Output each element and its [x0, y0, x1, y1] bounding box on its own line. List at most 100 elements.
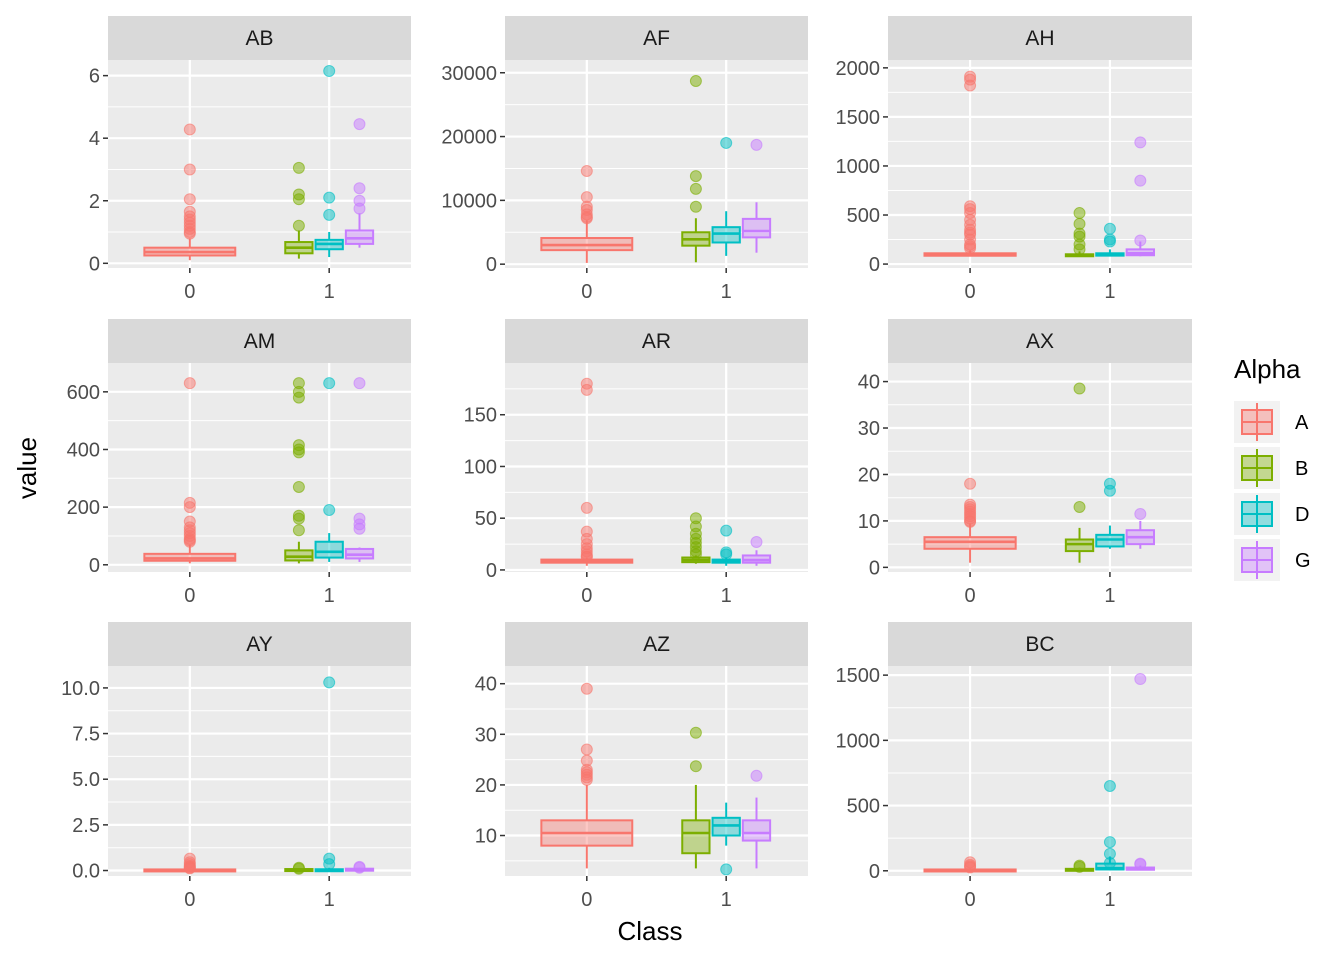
y-tick-label: 0 [869, 861, 880, 883]
x-tick-label: 0 [184, 585, 195, 607]
box-d-class-1 [1095, 780, 1125, 871]
y-tick-label: 600 [67, 382, 100, 404]
facet-strip-label: AF [643, 27, 670, 50]
outlier-point [183, 227, 196, 240]
y-tick-label: 30 [858, 418, 880, 440]
y-tick-label: 0 [869, 557, 880, 579]
outlier-point [323, 858, 336, 871]
outlier-point [323, 208, 336, 221]
outlier-point [292, 512, 305, 525]
box-d-class-1 [711, 136, 741, 256]
legend-key-d: D [1234, 493, 1309, 535]
outlier-point [353, 202, 366, 215]
outlier-point [353, 522, 366, 535]
x-tick-label: 1 [1104, 889, 1115, 911]
box-a-class-0 [923, 477, 1017, 563]
facet-strip-label: AH [1025, 27, 1054, 50]
legend-label: A [1295, 412, 1309, 434]
box-d-class-1 [314, 64, 344, 258]
x-tick-label: 0 [965, 889, 976, 911]
outlier-point [580, 212, 593, 225]
box-d-class-1 [711, 802, 741, 876]
y-tick-label: 500 [847, 796, 880, 818]
y-tick-label: 20 [475, 775, 497, 797]
y-tick-label: 6 [89, 66, 100, 88]
box-g-class-1 [741, 769, 772, 869]
box-d-class-1 [1095, 222, 1125, 257]
y-tick-label: 0 [89, 555, 100, 577]
outlier-point [1134, 174, 1147, 187]
y-tick-label: 200 [67, 497, 100, 519]
facet-panel-ax: AX 0 10 20 30 40 0 1 [858, 319, 1192, 607]
y-tick-label: 30 [475, 724, 497, 746]
y-tick-label: 0 [486, 254, 497, 276]
y-tick-label: 0.0 [72, 861, 100, 883]
outlier-point [689, 726, 702, 739]
box-b-class-1 [1064, 382, 1095, 563]
y-tick-label: 20 [858, 464, 880, 486]
outlier-point [292, 391, 305, 404]
outlier-point [689, 200, 702, 213]
box-b-class-1 [284, 161, 314, 259]
box-a-class-0 [540, 377, 634, 566]
outlier-point [353, 377, 366, 390]
y-tick-label: 40 [858, 372, 880, 394]
outlier-point [964, 477, 977, 490]
y-tick-label: 1000 [836, 156, 881, 178]
legend-key-g: G [1234, 539, 1311, 581]
x-tick-label: 0 [965, 281, 976, 303]
box-d-class-1 [314, 377, 344, 562]
outlier-point [964, 79, 977, 92]
y-tick-label: 40 [475, 674, 497, 696]
facet-panel-ah: AH 0 500 1000 1500 2000 0 1 [836, 16, 1192, 303]
legend: Alpha A B D G [1234, 354, 1311, 581]
facet-strip-label: AR [642, 330, 671, 353]
facet-strip-label: AB [245, 27, 273, 50]
outlier-point [183, 123, 196, 136]
outlier-point [183, 193, 196, 206]
outlier-point [323, 377, 336, 390]
outlier-point [750, 769, 763, 782]
box-b-class-1 [681, 512, 711, 564]
outlier-point [292, 446, 305, 459]
facet-strip [108, 319, 411, 363]
outlier-point [964, 242, 977, 255]
outlier-point [580, 773, 593, 786]
y-tick-label: 1000 [836, 730, 881, 752]
legend-label: G [1295, 550, 1311, 572]
outlier-point [323, 504, 336, 517]
outlier-point [580, 682, 593, 695]
facet-strip [505, 319, 808, 363]
panel-background [888, 666, 1192, 876]
outlier-point [183, 501, 196, 514]
panel-background [505, 60, 808, 268]
legend-label: D [1295, 504, 1309, 526]
outlier-point [292, 161, 305, 174]
box-d-class-1 [711, 524, 741, 566]
box-g-class-1 [1125, 673, 1156, 871]
x-tick-label: 0 [184, 281, 195, 303]
facet-strip [888, 622, 1192, 666]
x-tick-label: 1 [324, 281, 335, 303]
facet-panel-af: AF 0 10000 20000 30000 0 1 [441, 16, 808, 303]
box-b-class-1 [1064, 859, 1095, 873]
box-g-class-1 [344, 118, 375, 248]
y-tick-label: 10 [858, 511, 880, 533]
box-d-class-1 [1095, 477, 1125, 549]
box-g-class-1 [1125, 507, 1156, 549]
y-tick-label: 0 [869, 254, 880, 276]
outlier-point [1073, 207, 1086, 220]
facet-strip-label: AM [244, 330, 276, 353]
facet-strip [108, 622, 411, 666]
outlier-point [183, 535, 196, 548]
y-tick-label: 20000 [441, 127, 497, 149]
y-tick-label: 150 [464, 405, 497, 427]
box-a-class-0 [923, 70, 1017, 257]
box-a-class-0 [143, 377, 237, 564]
outlier-point [580, 501, 593, 514]
facet-strip [505, 16, 808, 60]
outlier-point [183, 862, 196, 875]
outlier-point [1073, 860, 1086, 873]
box-b-class-1 [681, 726, 711, 869]
